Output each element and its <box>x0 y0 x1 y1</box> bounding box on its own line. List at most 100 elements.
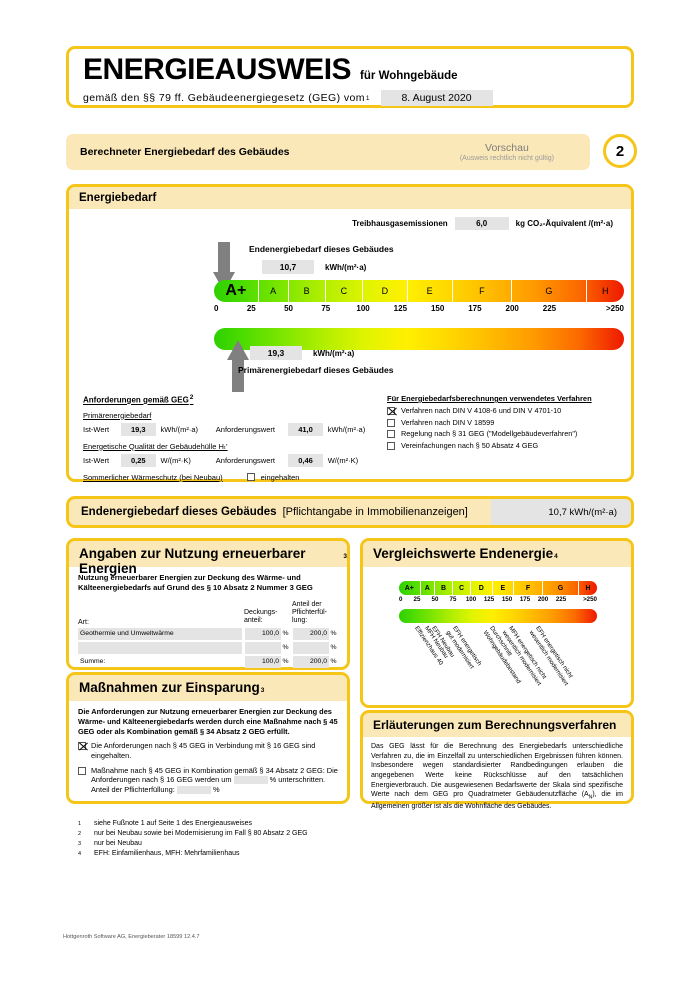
footnote-number: 2 <box>78 831 82 837</box>
calculation-method-header: Für Energiebedarfsberechnungen verwendet… <box>387 394 592 403</box>
savings-measure-2-label: Maßnahme nach § 45 GEG in Kombination ge… <box>91 766 338 795</box>
savings-measures-intro: Die Anforderungen zur Nutzung erneuerbar… <box>78 707 338 736</box>
primary-energy-value-row: 19,3 kWh/(m²·a) <box>250 346 354 360</box>
savings-measures-header: Maßnahmen zur Einsparung 3 <box>69 675 347 701</box>
mandatory-disclosure-value: 10,7 kWh/(m²·a) <box>491 499 631 525</box>
summer-heat-protection-checkbox[interactable] <box>246 473 255 482</box>
row-pflicht-value <box>293 641 329 654</box>
comparison-chart: A+ A B C D E F G H 0 25 50 75 100 125 150 175 200 225 >250… <box>363 567 631 707</box>
huelle-ist-unit: W/(m²·K) <box>160 455 191 465</box>
comparison-class-H: H <box>585 584 591 592</box>
requirements-section: Anforderungen gemäß GEG2 Primärenergiebe… <box>83 394 383 482</box>
sum-pflicht-percent: % <box>330 658 337 665</box>
footnote-text: nur bei Neubau sowie bei Modernisierung … <box>94 830 308 837</box>
savings-measure-2-field-b[interactable] <box>176 785 211 794</box>
energy-class-Aplus: A+ <box>214 280 259 302</box>
footnote-item: 1 siehe Fußnote 1 auf Seite 1 des Energie… <box>78 820 498 827</box>
footnote-text: siehe Fußnote 1 auf Seite 1 des Energiea… <box>94 820 252 827</box>
comparison-values-header: Vergleichswerte Endenergie 4 <box>363 541 631 567</box>
savings-measure-option-2[interactable]: Maßnahme nach § 45 GEG in Kombination ge… <box>78 766 338 795</box>
savings-measures-footnote-ref: 3 <box>260 687 265 694</box>
energy-scale-area: Endenergiebedarf dieses Gebäudes 10,7 kW… <box>69 236 631 396</box>
savings-measure-option-1[interactable]: Die Anforderungen nach § 45 GEG in Verbi… <box>78 741 338 760</box>
primary-energy-unit: kWh/(m²·a) <box>313 348 355 358</box>
energy-class-H: H <box>602 286 609 296</box>
energy-class-F: F <box>453 280 513 302</box>
summer-heat-protection-row: Sommerlicher Wärmeschutz (bei Neubau) ei… <box>83 473 383 482</box>
footnote-text: nur bei Neubau <box>94 840 142 847</box>
requirements-header-text: Anforderungen gemäß GEG <box>83 395 189 405</box>
renewable-energy-body: Nutzung erneuerbarer Energien zur Deckun… <box>69 567 347 668</box>
sum-pflicht-value: 200,0 <box>293 655 329 668</box>
comparison-scale-ticks: 0 25 50 75 100 125 150 175 200 225 >250 <box>399 596 597 607</box>
scale-tick: 125 <box>393 304 408 313</box>
preview-notice: Vorschau (Ausweis rechtlich nicht gültig… <box>460 142 576 162</box>
greenhouse-gas-value: 6,0 <box>454 217 509 230</box>
calculation-method-4-label: Vereinfachungen nach § 50 Absatz 4 GEG <box>401 440 539 450</box>
huelle-ist-value: 0,25 <box>121 453 156 467</box>
primary-energy-label: Primärenergiebedarf dieses Gebäudes <box>238 365 394 375</box>
explanations-header: Erläuterungen zum Berechnungsverfahren <box>363 713 631 737</box>
calculation-method-3-label: Regelung nach § 31 GEG ("Modellgebäudeve… <box>401 429 578 438</box>
huelle-ist-label: Ist-Wert <box>83 455 110 465</box>
summer-heat-protection-value: eingehalten <box>260 472 300 482</box>
primary-energy-marker-arrow <box>227 340 249 392</box>
end-energy-marker-arrow <box>213 242 235 292</box>
calculation-method-2-checkbox[interactable] <box>387 418 395 427</box>
scale-tick: >250 <box>605 304 624 313</box>
comparison-class-B: B <box>435 581 453 595</box>
renewable-energy-header-text: Angaben zur Nutzung erneuerbarer Energie… <box>79 546 306 576</box>
calculation-method-option-2[interactable]: Verfahren nach DIN V 18599 <box>387 418 627 427</box>
scale-tick: 25 <box>246 304 256 313</box>
footnotes-list: 1 siehe Fußnote 1 auf Seite 1 des Energie… <box>78 820 498 860</box>
comparison-class-G: G <box>543 581 579 595</box>
row-pflicht-value: 200,0 <box>293 627 329 640</box>
explanations-box: Erläuterungen zum Berechnungsverfahren D… <box>360 710 634 810</box>
legal-basis-footnote-ref: 1 <box>365 94 370 102</box>
comparison-class-F: F <box>514 581 543 595</box>
col-header-pflichterfuellung: Anteil der Pflichterfül-lung: <box>292 601 328 625</box>
primary-energy-req-title: Primärenergiebedarf <box>83 410 152 420</box>
comparison-tick: 50 <box>431 596 439 603</box>
row-deckung-percent: % <box>282 644 289 651</box>
calculation-method-option-3[interactable]: Regelung nach § 31 GEG ("Modellgebäudeve… <box>387 429 627 438</box>
scale-tick: 75 <box>321 304 331 313</box>
scale-tick: 200 <box>505 304 519 313</box>
summer-heat-protection-label: Sommerlicher Wärmeschutz (bei Neubau) <box>83 472 223 482</box>
energy-class-D: D <box>363 280 408 302</box>
renewable-energy-box: Angaben zur Nutzung erneuerbarer Energie… <box>66 538 350 670</box>
end-energy-value: 10,7 <box>262 260 314 274</box>
mandatory-disclosure-label: Endenergiebedarf dieses Gebäudes <box>81 506 277 518</box>
footnote-text: EFH: Einfamilienhaus, MFH: Mehrfamilienh… <box>94 850 240 857</box>
comparison-class-A: A <box>421 581 435 595</box>
calculation-method-3-checkbox[interactable] <box>387 430 395 438</box>
calculation-method-4-checkbox[interactable] <box>387 441 395 450</box>
page-title: ENERGIEAUSWEIS <box>83 53 352 86</box>
savings-measure-1-label: Die Anforderungen nach § 45 GEG in Verbi… <box>91 741 316 760</box>
comparison-class-C: C <box>453 581 471 595</box>
huelle-anf-unit: W/(m²·K) <box>327 455 359 465</box>
preview-note: (Ausweis rechtlich nicht gültig) <box>459 155 554 162</box>
requirements-footnote-ref: 2 <box>189 394 194 401</box>
calculation-method-option-4[interactable]: Vereinfachungen nach § 50 Absatz 4 GEG <box>387 441 627 450</box>
explanations-subscript: N <box>588 794 593 801</box>
comparison-class-E: E <box>493 581 515 595</box>
savings-measure-2-field-a[interactable] <box>233 776 268 785</box>
savings-measure-1-checkbox[interactable] <box>78 742 86 751</box>
comparison-class-bar: A+ A B C D E F G H <box>399 581 597 595</box>
explanations-text-part2: ), die im Allgemeinen größer ist als die… <box>371 791 623 810</box>
scale-tick: 150 <box>430 304 445 313</box>
energy-class-bar: A+ A B C D E F G H <box>214 280 624 302</box>
end-energy-value-row: 10,7 kWh/(m²·a) <box>262 260 366 274</box>
comparison-tick: 75 <box>449 596 457 603</box>
savings-measures-box: Maßnahmen zur Einsparung 3 Die Anforderun… <box>66 672 350 804</box>
table-row[interactable]: %% <box>78 641 338 654</box>
energy-class-E: E <box>408 280 453 302</box>
calculation-method-1-checkbox[interactable] <box>387 407 395 415</box>
table-row[interactable]: Geothermie und Umweltwärme 100,0% 200,0% <box>78 627 338 640</box>
savings-measure-2-checkbox[interactable] <box>78 766 86 775</box>
energy-class-B: B <box>289 280 326 302</box>
calculation-method-option-1[interactable]: Verfahren nach DIN V 4108-6 und DIN V 47… <box>387 406 627 415</box>
scale-tick: 50 <box>284 304 293 313</box>
renewable-table-rows: Geothermie und Umweltwärme 100,0% 200,0%%% <box>78 627 338 654</box>
